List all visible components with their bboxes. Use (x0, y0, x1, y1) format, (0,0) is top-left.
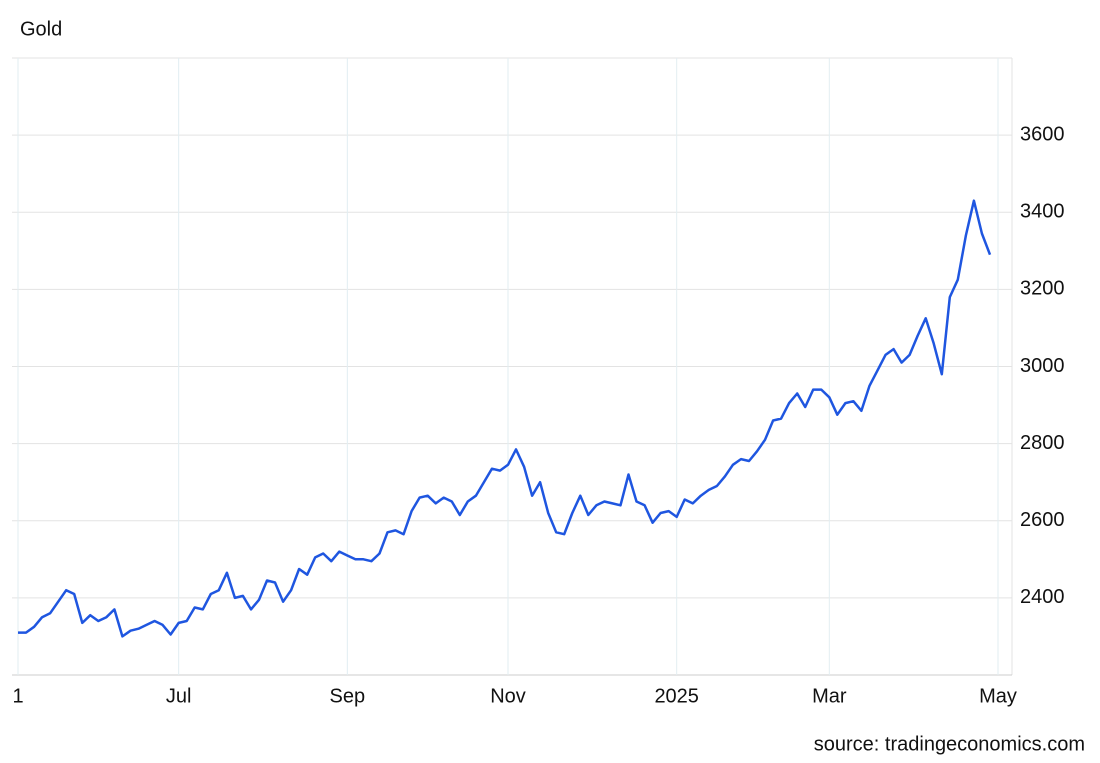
source: source: tradingeconomics.com (814, 733, 1085, 755)
x-tick-label: May (979, 685, 1017, 707)
y-tick-label: 3200 (1020, 278, 1065, 300)
y-tick-label: 2800 (1020, 432, 1065, 454)
y-tick-label: 3000 (1020, 355, 1065, 377)
chart-title: Gold (20, 18, 62, 40)
x-tick-label: Jul (166, 685, 192, 707)
y-tick-label: 2400 (1020, 586, 1065, 608)
x-tick-label: 2025 (654, 685, 699, 707)
x-tick-label: Mar (812, 685, 847, 707)
price-line (18, 199, 992, 638)
y-tick-label: 3600 (1020, 123, 1065, 145)
x-tick-label: Sep (330, 685, 366, 707)
y-tick-label: 3400 (1020, 201, 1065, 223)
x-tick-label: 1 (12, 685, 23, 707)
y-tick-label: 2600 (1020, 509, 1065, 531)
x-tick-label: Nov (490, 685, 526, 707)
